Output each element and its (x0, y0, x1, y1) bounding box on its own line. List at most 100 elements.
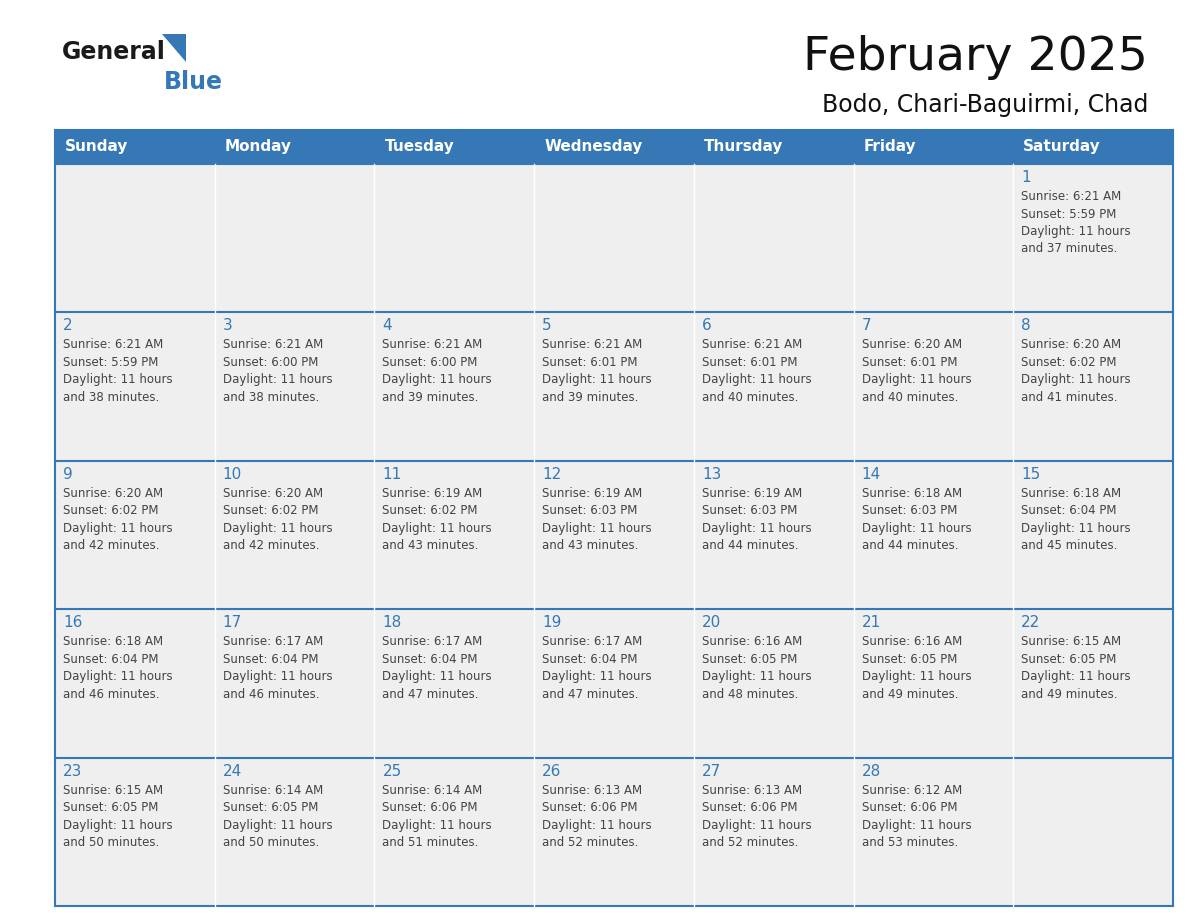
Text: 8: 8 (1022, 319, 1031, 333)
Bar (853, 610, 1013, 757)
Text: General: General (62, 40, 166, 64)
Text: 19: 19 (542, 615, 562, 630)
Bar (55, 757, 215, 906)
Text: Sunrise: 6:13 AM
Sunset: 6:06 PM
Daylight: 11 hours
and 52 minutes.: Sunrise: 6:13 AM Sunset: 6:06 PM Dayligh… (542, 784, 652, 849)
Text: 12: 12 (542, 466, 562, 482)
Text: Monday: Monday (225, 140, 292, 154)
Text: Sunrise: 6:21 AM
Sunset: 6:01 PM
Daylight: 11 hours
and 40 minutes.: Sunrise: 6:21 AM Sunset: 6:01 PM Dayligh… (702, 339, 811, 404)
Text: 6: 6 (702, 319, 712, 333)
Text: Sunrise: 6:18 AM
Sunset: 6:04 PM
Daylight: 11 hours
and 45 minutes.: Sunrise: 6:18 AM Sunset: 6:04 PM Dayligh… (1022, 487, 1131, 553)
Bar (55, 164, 215, 312)
Text: Bodo, Chari-Baguirmi, Chad: Bodo, Chari-Baguirmi, Chad (822, 93, 1148, 117)
Text: Sunrise: 6:15 AM
Sunset: 6:05 PM
Daylight: 11 hours
and 50 minutes.: Sunrise: 6:15 AM Sunset: 6:05 PM Dayligh… (63, 784, 172, 849)
Bar (215, 757, 374, 906)
Bar (1013, 610, 1173, 757)
Text: Sunrise: 6:13 AM
Sunset: 6:06 PM
Daylight: 11 hours
and 52 minutes.: Sunrise: 6:13 AM Sunset: 6:06 PM Dayligh… (702, 784, 811, 849)
Bar (853, 757, 1013, 906)
Text: Friday: Friday (864, 140, 916, 154)
Bar (215, 164, 374, 312)
Bar (1013, 757, 1173, 906)
Text: Sunrise: 6:15 AM
Sunset: 6:05 PM
Daylight: 11 hours
and 49 minutes.: Sunrise: 6:15 AM Sunset: 6:05 PM Dayligh… (1022, 635, 1131, 700)
Bar (1013, 130, 1173, 164)
Text: 1: 1 (1022, 170, 1031, 185)
Bar (215, 312, 374, 461)
Text: Sunrise: 6:20 AM
Sunset: 6:02 PM
Daylight: 11 hours
and 42 minutes.: Sunrise: 6:20 AM Sunset: 6:02 PM Dayligh… (63, 487, 172, 553)
Bar (1013, 164, 1173, 312)
Text: February 2025: February 2025 (803, 36, 1148, 81)
Text: Sunrise: 6:20 AM
Sunset: 6:01 PM
Daylight: 11 hours
and 40 minutes.: Sunrise: 6:20 AM Sunset: 6:01 PM Dayligh… (861, 339, 972, 404)
Bar (535, 130, 694, 164)
Text: Sunrise: 6:14 AM
Sunset: 6:06 PM
Daylight: 11 hours
and 51 minutes.: Sunrise: 6:14 AM Sunset: 6:06 PM Dayligh… (383, 784, 492, 849)
Text: 3: 3 (222, 319, 233, 333)
Text: Sunrise: 6:19 AM
Sunset: 6:03 PM
Daylight: 11 hours
and 43 minutes.: Sunrise: 6:19 AM Sunset: 6:03 PM Dayligh… (542, 487, 652, 553)
Bar (694, 461, 853, 610)
Text: 14: 14 (861, 466, 880, 482)
Text: Sunrise: 6:16 AM
Sunset: 6:05 PM
Daylight: 11 hours
and 48 minutes.: Sunrise: 6:16 AM Sunset: 6:05 PM Dayligh… (702, 635, 811, 700)
Text: Tuesday: Tuesday (385, 140, 454, 154)
Text: 21: 21 (861, 615, 880, 630)
Text: 7: 7 (861, 319, 871, 333)
Bar (55, 461, 215, 610)
Text: 28: 28 (861, 764, 880, 778)
Bar (853, 164, 1013, 312)
Bar (694, 312, 853, 461)
Bar (374, 610, 535, 757)
Text: Sunrise: 6:17 AM
Sunset: 6:04 PM
Daylight: 11 hours
and 47 minutes.: Sunrise: 6:17 AM Sunset: 6:04 PM Dayligh… (383, 635, 492, 700)
Bar (55, 130, 215, 164)
Text: 26: 26 (542, 764, 562, 778)
Text: Sunrise: 6:19 AM
Sunset: 6:02 PM
Daylight: 11 hours
and 43 minutes.: Sunrise: 6:19 AM Sunset: 6:02 PM Dayligh… (383, 487, 492, 553)
Bar (215, 130, 374, 164)
Text: 27: 27 (702, 764, 721, 778)
Bar (853, 312, 1013, 461)
Polygon shape (162, 34, 187, 62)
Text: 23: 23 (63, 764, 82, 778)
Bar (1013, 461, 1173, 610)
Text: Sunrise: 6:21 AM
Sunset: 6:01 PM
Daylight: 11 hours
and 39 minutes.: Sunrise: 6:21 AM Sunset: 6:01 PM Dayligh… (542, 339, 652, 404)
Bar (374, 461, 535, 610)
Bar (853, 130, 1013, 164)
Text: Blue: Blue (164, 70, 223, 94)
Text: Sunrise: 6:21 AM
Sunset: 5:59 PM
Daylight: 11 hours
and 37 minutes.: Sunrise: 6:21 AM Sunset: 5:59 PM Dayligh… (1022, 190, 1131, 255)
Text: Sunrise: 6:14 AM
Sunset: 6:05 PM
Daylight: 11 hours
and 50 minutes.: Sunrise: 6:14 AM Sunset: 6:05 PM Dayligh… (222, 784, 333, 849)
Text: Sunrise: 6:20 AM
Sunset: 6:02 PM
Daylight: 11 hours
and 42 minutes.: Sunrise: 6:20 AM Sunset: 6:02 PM Dayligh… (222, 487, 333, 553)
Bar (535, 164, 694, 312)
Text: Sunday: Sunday (65, 140, 128, 154)
Bar (535, 757, 694, 906)
Text: 9: 9 (63, 466, 72, 482)
Text: Sunrise: 6:16 AM
Sunset: 6:05 PM
Daylight: 11 hours
and 49 minutes.: Sunrise: 6:16 AM Sunset: 6:05 PM Dayligh… (861, 635, 972, 700)
Text: 10: 10 (222, 466, 242, 482)
Text: 25: 25 (383, 764, 402, 778)
Text: Sunrise: 6:18 AM
Sunset: 6:04 PM
Daylight: 11 hours
and 46 minutes.: Sunrise: 6:18 AM Sunset: 6:04 PM Dayligh… (63, 635, 172, 700)
Text: 11: 11 (383, 466, 402, 482)
Text: Sunrise: 6:20 AM
Sunset: 6:02 PM
Daylight: 11 hours
and 41 minutes.: Sunrise: 6:20 AM Sunset: 6:02 PM Dayligh… (1022, 339, 1131, 404)
Bar (694, 130, 853, 164)
Text: 15: 15 (1022, 466, 1041, 482)
Text: 22: 22 (1022, 615, 1041, 630)
Text: Sunrise: 6:21 AM
Sunset: 6:00 PM
Daylight: 11 hours
and 38 minutes.: Sunrise: 6:21 AM Sunset: 6:00 PM Dayligh… (222, 339, 333, 404)
Text: Thursday: Thursday (703, 140, 783, 154)
Text: 17: 17 (222, 615, 242, 630)
Text: Sunrise: 6:17 AM
Sunset: 6:04 PM
Daylight: 11 hours
and 47 minutes.: Sunrise: 6:17 AM Sunset: 6:04 PM Dayligh… (542, 635, 652, 700)
Text: 16: 16 (63, 615, 82, 630)
Text: Sunrise: 6:12 AM
Sunset: 6:06 PM
Daylight: 11 hours
and 53 minutes.: Sunrise: 6:12 AM Sunset: 6:06 PM Dayligh… (861, 784, 972, 849)
Text: 2: 2 (63, 319, 72, 333)
Bar (215, 461, 374, 610)
Bar (535, 312, 694, 461)
Text: Sunrise: 6:17 AM
Sunset: 6:04 PM
Daylight: 11 hours
and 46 minutes.: Sunrise: 6:17 AM Sunset: 6:04 PM Dayligh… (222, 635, 333, 700)
Text: Sunrise: 6:18 AM
Sunset: 6:03 PM
Daylight: 11 hours
and 44 minutes.: Sunrise: 6:18 AM Sunset: 6:03 PM Dayligh… (861, 487, 972, 553)
Bar (55, 610, 215, 757)
Bar (853, 461, 1013, 610)
Text: 13: 13 (702, 466, 721, 482)
Bar (694, 164, 853, 312)
Bar (374, 312, 535, 461)
Text: 4: 4 (383, 319, 392, 333)
Bar (374, 130, 535, 164)
Bar (535, 610, 694, 757)
Bar (374, 164, 535, 312)
Text: Sunrise: 6:21 AM
Sunset: 6:00 PM
Daylight: 11 hours
and 39 minutes.: Sunrise: 6:21 AM Sunset: 6:00 PM Dayligh… (383, 339, 492, 404)
Text: Sunrise: 6:19 AM
Sunset: 6:03 PM
Daylight: 11 hours
and 44 minutes.: Sunrise: 6:19 AM Sunset: 6:03 PM Dayligh… (702, 487, 811, 553)
Bar (1013, 312, 1173, 461)
Bar (694, 610, 853, 757)
Text: Sunrise: 6:21 AM
Sunset: 5:59 PM
Daylight: 11 hours
and 38 minutes.: Sunrise: 6:21 AM Sunset: 5:59 PM Dayligh… (63, 339, 172, 404)
Text: 5: 5 (542, 319, 551, 333)
